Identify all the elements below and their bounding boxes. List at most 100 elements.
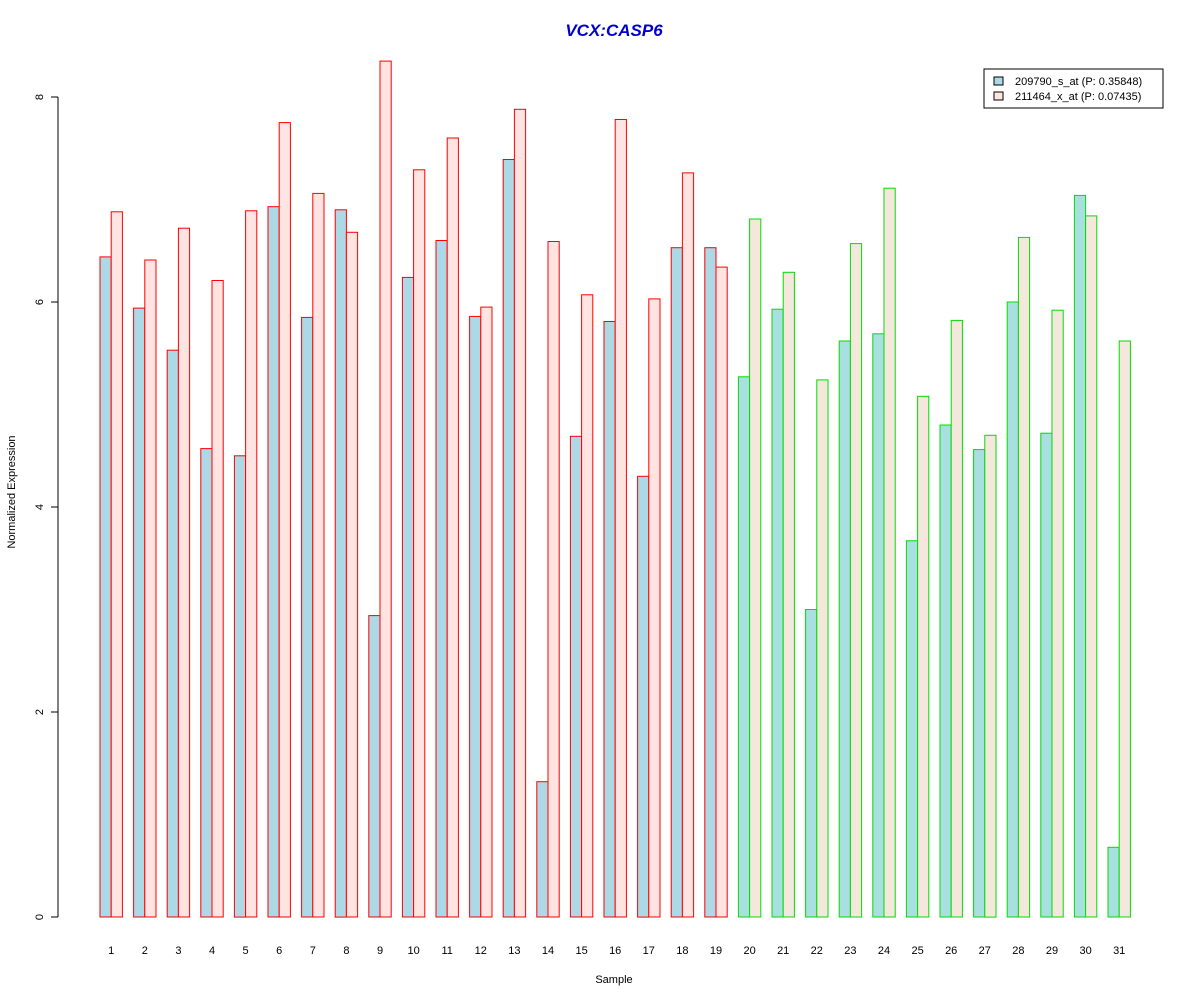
bar-sample-15-series-2 — [581, 294, 594, 918]
chart-title: VCX:CASP6 — [565, 21, 663, 40]
x-tick-label-9: 9 — [377, 945, 383, 957]
x-tick-label-27: 27 — [979, 945, 991, 957]
bar-sample-13-series-2 — [513, 108, 527, 918]
x-tick-label-7: 7 — [310, 945, 316, 957]
x-tick-label-18: 18 — [676, 945, 688, 957]
bar-sample-9-series-1 — [368, 615, 381, 918]
x-tick-label-8: 8 — [343, 945, 349, 957]
bar-sample-7-series-1 — [301, 316, 314, 918]
x-tick-label-12: 12 — [475, 945, 487, 957]
x-tick-label-11: 11 — [441, 945, 452, 957]
y-axis-label: Normalized Expression — [6, 435, 18, 548]
y-axis: 0 2 4 6 8 — [34, 94, 59, 920]
legend-swatch-series-2 — [993, 91, 1004, 101]
y-tick-label: 8 — [34, 94, 46, 100]
x-tick-label-15: 15 — [575, 945, 587, 957]
bar-sample-21-series-1 — [771, 308, 784, 918]
legend-label-series-2: 211464_x_at (P: 0.07435) — [1015, 91, 1141, 103]
bar-sample-6-series-1 — [267, 206, 280, 918]
bar-sample-4-series-2 — [211, 280, 224, 918]
bar-sample-5-series-1 — [233, 455, 247, 918]
x-tick-label-3: 3 — [175, 945, 181, 957]
bar-sample-16-series-1 — [603, 321, 616, 918]
y-tick-label: 0 — [34, 914, 46, 920]
x-axis-label: Sample — [595, 974, 632, 986]
legend-label-series-1: 209790_s_at (P: 0.35848) — [1015, 76, 1142, 88]
bar-sample-6-series-2 — [278, 122, 291, 918]
bar-sample-5-series-2 — [245, 210, 258, 918]
bar-sample-21-series-2 — [782, 271, 795, 918]
bar-sample-18-series-2 — [681, 172, 695, 918]
x-tick-label-21: 21 — [777, 945, 789, 957]
bar-sample-10-series-1 — [401, 276, 415, 918]
x-tick-label-1: 1 — [108, 945, 114, 957]
bar-sample-24-series-1 — [872, 333, 885, 918]
bar-sample-28-series-1 — [1006, 301, 1019, 918]
bar-sample-9-series-2 — [379, 60, 392, 918]
bar-sample-23-series-2 — [849, 243, 863, 918]
bar-sample-10-series-2 — [413, 169, 426, 918]
bar-sample-17-series-2 — [648, 298, 661, 918]
bar-sample-25-series-1 — [905, 540, 919, 918]
x-tick-label-29: 29 — [1046, 945, 1058, 957]
bar-sample-18-series-1 — [670, 247, 683, 918]
x-tick-labels: 1 2 3 4 5 6 7 8 9 10 11 12 13 14 15 16 17 18 19 20 21 22 23 24 2… — [108, 945, 1125, 957]
bar-sample-27-series-1 — [973, 449, 986, 918]
bar-sample-13-series-1 — [502, 159, 515, 918]
bar-sample-31-series-1 — [1107, 846, 1120, 918]
bar-sample-2-series-2 — [144, 259, 157, 918]
bar-sample-23-series-1 — [838, 340, 851, 918]
bar-sample-20-series-1 — [737, 376, 751, 918]
bar-sample-12-series-2 — [480, 306, 493, 918]
bar-sample-8-series-1 — [334, 209, 347, 918]
x-tick-label-26: 26 — [945, 945, 957, 957]
x-tick-label-5: 5 — [243, 945, 249, 957]
x-tick-label-28: 28 — [1012, 945, 1024, 957]
y-tick-label: 4 — [34, 504, 46, 510]
x-tick-label-20: 20 — [743, 945, 755, 957]
bar-sample-29-series-1 — [1040, 432, 1053, 918]
x-tick-label-13: 13 — [508, 945, 520, 957]
bar-sample-30-series-2 — [1085, 215, 1098, 918]
x-tick-label-22: 22 — [811, 945, 823, 957]
x-tick-label-30: 30 — [1079, 945, 1091, 957]
x-tick-label-25: 25 — [911, 945, 923, 957]
x-tick-label-19: 19 — [710, 945, 722, 957]
bar-sample-25-series-2 — [917, 395, 930, 918]
bar-sample-28-series-2 — [1017, 236, 1031, 918]
bar-sample-11-series-2 — [446, 137, 459, 918]
x-tick-label-2: 2 — [142, 945, 148, 957]
bar-sample-19-series-1 — [704, 247, 717, 918]
bar-sample-1-series-2 — [110, 211, 123, 918]
x-tick-label-23: 23 — [844, 945, 856, 957]
bar-sample-11-series-1 — [435, 240, 448, 918]
bar-sample-2-series-1 — [133, 307, 146, 918]
bar-sample-16-series-2 — [614, 119, 627, 918]
bar-sample-7-series-2 — [312, 192, 325, 918]
x-tick-label-16: 16 — [609, 945, 621, 957]
x-tick-label-31: 31 — [1113, 945, 1125, 957]
bar-sample-15-series-1 — [569, 435, 583, 918]
bar-sample-4-series-1 — [200, 448, 213, 918]
bar-sample-29-series-2 — [1051, 309, 1064, 918]
bar-sample-12-series-1 — [469, 315, 482, 918]
bar-sample-19-series-2 — [715, 266, 728, 918]
bar-sample-22-series-1 — [805, 609, 818, 918]
x-tick-label-10: 10 — [407, 945, 419, 957]
bar-sample-24-series-2 — [883, 187, 896, 918]
bar-sample-26-series-2 — [950, 319, 963, 918]
bars-group — [99, 60, 1131, 918]
y-tick-label: 6 — [34, 299, 46, 305]
bar-sample-30-series-1 — [1073, 194, 1087, 918]
bar-sample-8-series-2 — [345, 231, 359, 918]
x-tick-label-24: 24 — [878, 945, 890, 957]
bar-sample-14-series-1 — [536, 781, 549, 918]
bar-sample-3-series-1 — [166, 349, 179, 918]
bar-sample-14-series-2 — [547, 241, 560, 918]
bar-sample-1-series-1 — [99, 256, 112, 918]
bar-sample-17-series-1 — [637, 475, 650, 918]
legend-swatch-series-1 — [993, 76, 1004, 86]
legend: 209790_s_at (P: 0.35848) 211464_x_at (P:… — [983, 68, 1164, 109]
bar-sample-3-series-2 — [177, 227, 191, 918]
bar-sample-27-series-2 — [984, 434, 997, 918]
